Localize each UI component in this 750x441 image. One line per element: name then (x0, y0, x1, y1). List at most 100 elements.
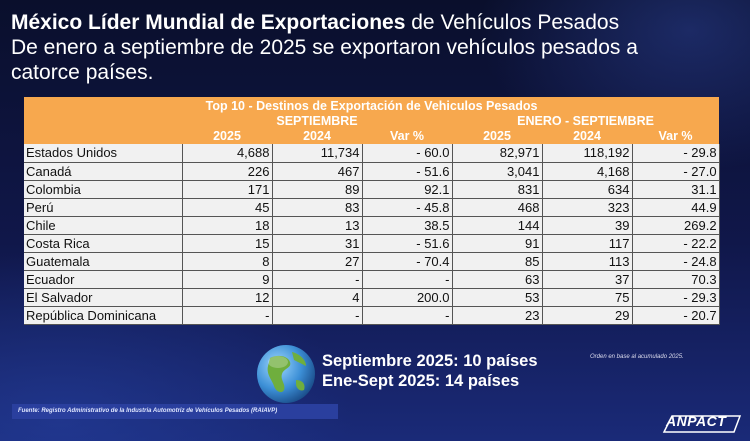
country-cell: Colombia (24, 180, 183, 199)
country-cell: Costa Rica (24, 234, 183, 253)
value-cell: 13 (272, 216, 363, 235)
value-cell: - (272, 270, 363, 289)
value-cell: - (362, 306, 453, 325)
value-cell: 89 (272, 180, 363, 199)
column-header: 2024 (542, 129, 632, 144)
value-cell: 27 (272, 252, 363, 271)
title-line-3: catorce países. (11, 61, 154, 84)
value-cell: 468 (452, 198, 543, 217)
group-header-septiembre: SEPTIEMBRE (182, 114, 452, 129)
table-row: El Salvador 12 4 200.0 53 75- 29.3 (24, 288, 720, 307)
value-cell: 9 (182, 270, 273, 289)
value-cell: 113 (542, 252, 633, 271)
value-cell: - 22.2 (632, 234, 720, 253)
value-cell: 831 (452, 180, 543, 199)
value-cell: 12 (182, 288, 273, 307)
table-row: Guatemala 8 27- 70.4 85 113- 24.8 (24, 252, 720, 271)
country-cell: Ecuador (24, 270, 183, 289)
summary: Septiembre 2025: 10 países Ene-Sept 2025… (322, 351, 538, 391)
table-row: Perú 45 83- 45.8 468 323 44.9 (24, 198, 720, 217)
table-row: Estados Unidos 4,688 11,734- 60.0 82,971 118… (24, 144, 720, 163)
value-cell: - 20.7 (632, 306, 720, 325)
value-cell: 23 (452, 306, 543, 325)
logo-text: ANPACT (666, 413, 727, 429)
title-bold: México Líder Mundial de Exportaciones (11, 11, 406, 34)
value-cell: - 60.0 (362, 144, 453, 163)
export-table: Top 10 - Destinos de Exportación de Vehi… (24, 97, 720, 325)
table-row: Colombia 171 89 92.1 831 634 31.1 (24, 180, 720, 199)
value-cell: 39 (542, 216, 633, 235)
value-cell: 31 (272, 234, 363, 253)
value-cell: 31.1 (632, 180, 720, 199)
value-cell: 4,168 (542, 162, 633, 181)
value-cell: 85 (452, 252, 543, 271)
value-cell: - 51.6 (362, 162, 453, 181)
value-cell: 92.1 (362, 180, 453, 199)
title-line-2: De enero a septiembre de 2025 se exporta… (11, 36, 638, 59)
table-row: Costa Rica 15 31- 51.6 91 117- 22.2 (24, 234, 720, 253)
country-cell: República Dominicana (24, 306, 183, 325)
value-cell: 18 (182, 216, 273, 235)
value-cell: - 70.4 (362, 252, 453, 271)
value-cell: - 29.8 (632, 144, 720, 163)
country-cell: Canadá (24, 162, 183, 181)
value-cell: 226 (182, 162, 273, 181)
value-cell: 200.0 (362, 288, 453, 307)
value-cell: 269.2 (632, 216, 720, 235)
value-cell: 117 (542, 234, 633, 253)
value-cell: 4,688 (182, 144, 273, 163)
value-cell: 63 (452, 270, 543, 289)
title-block: México Líder Mundial de Exportaciones de… (11, 10, 741, 85)
value-cell: 91 (452, 234, 543, 253)
value-cell: 15 (182, 234, 273, 253)
anpact-logo (662, 415, 742, 433)
value-cell: - (272, 306, 363, 325)
group-header-enero-septiembre: ENERO - SEPTIEMBRE (452, 114, 720, 129)
source-footnote: Fuente: Registro Administrativo de la In… (12, 404, 338, 419)
value-cell: 70.3 (632, 270, 720, 289)
title-rest: de Vehículos Pesados (405, 11, 620, 34)
value-cell: 53 (452, 288, 543, 307)
value-cell: 118,192 (542, 144, 633, 163)
country-cell: Guatemala (24, 252, 183, 271)
value-cell: 44.9 (632, 198, 720, 217)
country-cell: El Salvador (24, 288, 183, 307)
value-cell: 11,734 (272, 144, 363, 163)
column-header: 2025 (452, 129, 542, 144)
column-header: 2025 (182, 129, 272, 144)
value-cell: 8 (182, 252, 273, 271)
title-line-1: México Líder Mundial de Exportaciones de… (11, 10, 741, 35)
country-cell: Perú (24, 198, 183, 217)
table-row: Chile 18 13 38.5 144 39 269.2 (24, 216, 720, 235)
column-header: 2024 (272, 129, 362, 144)
value-cell: - (362, 270, 453, 289)
value-cell: 634 (542, 180, 633, 199)
country-cell: Estados Unidos (24, 144, 183, 163)
value-cell: 75 (542, 288, 633, 307)
value-cell: 38.5 (362, 216, 453, 235)
order-note: Orden en base al acumulado 2025. (590, 354, 684, 360)
value-cell: 37 (542, 270, 633, 289)
value-cell: 29 (542, 306, 633, 325)
table-row: Ecuador 9- -63 37 70.3 (24, 270, 720, 289)
table-row: Canadá 226 467- 51.6 3,041 4,168- 27.0 (24, 162, 720, 181)
value-cell: 3,041 (452, 162, 543, 181)
value-cell: - 24.8 (632, 252, 720, 271)
summary-jan-sept: Ene-Sept 2025: 14 países (322, 372, 520, 390)
table-title: Top 10 - Destinos de Exportación de Vehi… (24, 97, 720, 114)
column-header: Var % (632, 129, 720, 144)
country-cell: Chile (24, 216, 183, 235)
summary-september: Septiembre 2025: 10 países (322, 352, 538, 370)
value-cell: - (182, 306, 273, 325)
value-cell: - 45.8 (362, 198, 453, 217)
globe-icon (257, 345, 315, 403)
value-cell: 171 (182, 180, 273, 199)
value-cell: 83 (272, 198, 363, 217)
value-cell: 45 (182, 198, 273, 217)
value-cell: - 51.6 (362, 234, 453, 253)
value-cell: 144 (452, 216, 543, 235)
value-cell: 4 (272, 288, 363, 307)
value-cell: - 27.0 (632, 162, 720, 181)
value-cell: 323 (542, 198, 633, 217)
value-cell: 467 (272, 162, 363, 181)
